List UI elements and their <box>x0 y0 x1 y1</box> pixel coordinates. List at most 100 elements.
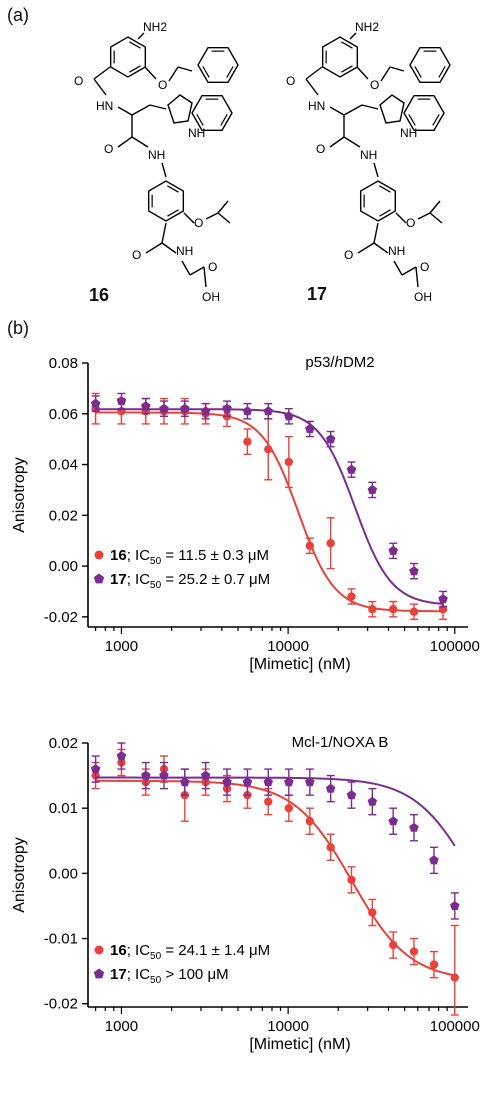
double-bond <box>226 66 234 78</box>
compound-16-label: 16 <box>89 285 110 305</box>
data-point-17 <box>388 816 398 826</box>
bond <box>356 66 369 80</box>
data-point-17 <box>409 822 419 832</box>
bond <box>217 212 231 224</box>
data-point-17 <box>450 901 460 910</box>
bond <box>357 242 375 254</box>
chart-mcl1-noxab: 0.02 0.01 0.00 -0.01 -0.02 1000 10000 100000 [Mi… <box>11 734 480 1053</box>
bond <box>183 212 195 224</box>
bond <box>137 32 145 40</box>
legend-compound: 16 <box>110 942 127 959</box>
bond <box>343 104 363 116</box>
legend-marker-17 <box>93 968 105 979</box>
indole-pyrrole-ring <box>379 94 405 124</box>
data-point-17 <box>305 424 315 433</box>
legend-text: > 100 μM <box>161 966 228 983</box>
benzyl-ring <box>197 46 239 84</box>
bond <box>144 66 157 80</box>
chart-p53-hdm2: 0.08 0.06 0.04 0.02 0.00 -0.02 1000 10000 100000… <box>11 354 480 673</box>
anilide-nh-label: NH <box>148 148 165 162</box>
bond <box>93 66 111 80</box>
data-point-17 <box>346 464 357 474</box>
legend-compound: 16 <box>110 547 127 564</box>
bond <box>329 136 345 148</box>
isopropoxy-o-label: O <box>194 216 203 230</box>
data-point-17 <box>222 777 232 787</box>
central-ring <box>147 180 185 222</box>
x-axis-label: [Mimetic] (nM) <box>249 1036 350 1053</box>
data-point-16 <box>450 973 460 982</box>
bond <box>429 212 443 224</box>
data-point-17 <box>284 411 294 421</box>
data-point-16 <box>326 843 335 852</box>
bond <box>168 66 179 82</box>
data-point-17 <box>116 751 127 761</box>
data-point-16 <box>284 457 294 467</box>
double-bond <box>341 41 353 49</box>
amide-o-label: O <box>286 74 295 88</box>
data-point-16 <box>264 445 273 454</box>
bond <box>401 266 417 276</box>
legend-label-17: 17; IC50 > 100 μM <box>110 966 229 986</box>
bond <box>117 106 133 116</box>
data-point-17 <box>367 484 378 494</box>
bond <box>93 78 107 96</box>
data-point-16 <box>326 539 335 548</box>
chart-title-part: DM2 <box>343 354 375 371</box>
ether-o-label: O <box>158 78 167 92</box>
amide-nh-label: HN <box>308 99 325 113</box>
x-tick-label: 10000 <box>267 638 309 655</box>
data-point-17 <box>263 777 273 787</box>
double-bond <box>167 209 179 217</box>
y-tick-label: 0.00 <box>49 865 78 882</box>
bond <box>393 260 403 276</box>
data-point-17 <box>90 398 101 408</box>
data-point-16 <box>347 592 356 601</box>
indole-pyrrole-ring <box>167 94 193 124</box>
nh2-label: NH2 <box>143 20 167 34</box>
double-bond <box>196 114 204 126</box>
data-point-16 <box>389 605 398 614</box>
amide3-o-label: O <box>132 248 141 262</box>
double-bond <box>341 65 353 73</box>
data-point-17 <box>116 396 127 406</box>
bond <box>305 66 323 80</box>
double-bond <box>129 65 141 73</box>
double-bond <box>379 185 391 193</box>
benzamide-ring <box>109 36 147 78</box>
double-bond <box>432 114 440 126</box>
bond <box>161 242 177 254</box>
double-bond <box>167 185 179 193</box>
bond <box>380 66 391 82</box>
data-point-17 <box>159 403 169 413</box>
bond <box>161 222 167 244</box>
data-point-17 <box>242 777 253 787</box>
bond <box>429 200 441 214</box>
bond <box>161 162 167 178</box>
acid-oh-label: OH <box>414 290 432 304</box>
bond <box>373 162 379 178</box>
compound-17-label: 17 <box>307 284 328 304</box>
fit-curve-17 <box>95 776 456 847</box>
data-point-17 <box>200 770 211 780</box>
data-point-17 <box>325 434 336 444</box>
legend-compound: 17 <box>110 571 127 588</box>
acid-o-label: O <box>420 260 429 274</box>
data-point-17 <box>438 594 448 604</box>
legend-compound: 17 <box>110 966 127 983</box>
double-bond <box>202 66 210 78</box>
bond <box>349 32 357 40</box>
y-tick-label: 0.04 <box>49 457 78 474</box>
x-tick-label: 10000 <box>267 1018 309 1035</box>
legend-marker-17 <box>93 573 105 584</box>
legend-text: = 25.2 ± 0.7 μM <box>161 571 270 588</box>
chart-title-part: p53/ <box>305 354 335 371</box>
data-point-17 <box>180 403 190 413</box>
double-bond <box>379 209 391 217</box>
benzyl-ring <box>409 46 451 84</box>
acid-o-label: O <box>208 260 217 274</box>
double-bond <box>408 114 416 126</box>
chart-title: p53/hDM2 <box>305 354 374 371</box>
